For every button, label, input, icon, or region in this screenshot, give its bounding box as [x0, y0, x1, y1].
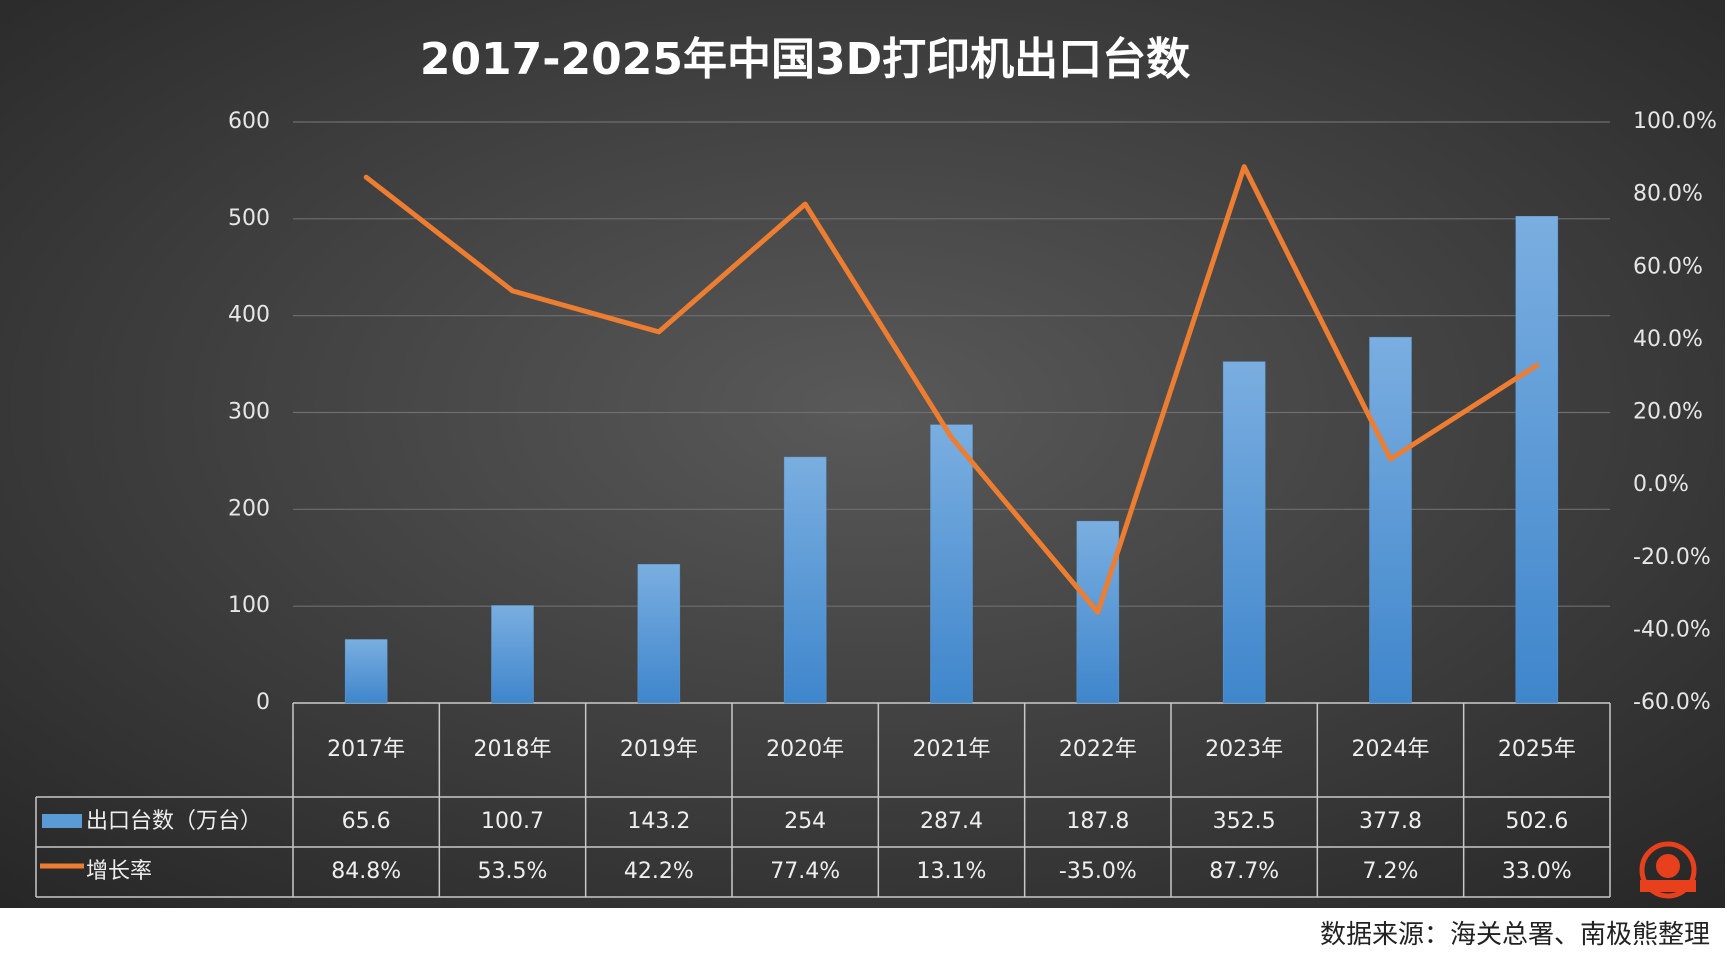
bar [783, 456, 827, 704]
table-value: 7.2% [1363, 859, 1419, 884]
bar [637, 564, 681, 704]
x-tick-label: 2020年 [766, 737, 844, 762]
y2-tick-label: 60.0% [1633, 254, 1703, 279]
table-value: 13.1% [917, 859, 987, 884]
table-value: 87.7% [1209, 859, 1279, 884]
table-value: 143.2 [627, 809, 690, 834]
bar [491, 605, 534, 704]
y-tick-label: 200 [228, 496, 270, 521]
y2-tick-label: -60.0% [1633, 690, 1711, 715]
bar [930, 424, 973, 704]
y2-tick-label: 0.0% [1633, 472, 1689, 497]
x-tick-label: 2024年 [1352, 737, 1430, 762]
table-value: 287.4 [920, 809, 983, 834]
legend-label: 出口台数（万台） [86, 809, 262, 834]
y2-tick-label: 80.0% [1633, 182, 1703, 207]
y2-tick-label: -20.0% [1633, 545, 1711, 570]
table-value: 352.5 [1213, 809, 1276, 834]
y-tick-label: 600 [228, 109, 270, 134]
bar [1222, 361, 1266, 704]
y2-tick-label: 20.0% [1633, 400, 1703, 425]
source-note: 数据来源：海关总署、南极熊整理 [1320, 920, 1710, 950]
table-value: 254 [784, 809, 826, 834]
legend-label: 增长率 [86, 859, 152, 884]
chart-background [0, 0, 1725, 908]
y-tick-label: 0 [256, 690, 270, 715]
x-tick-label: 2018年 [474, 737, 552, 762]
table-value: 65.6 [342, 809, 391, 834]
x-tick-label: 2025年 [1498, 737, 1576, 762]
table-value: 502.6 [1505, 809, 1568, 834]
y-tick-label: 100 [228, 593, 270, 618]
y-tick-label: 300 [228, 400, 270, 425]
table-value: 100.7 [481, 809, 544, 834]
table-value: 53.5% [478, 859, 548, 884]
table-value: -35.0% [1059, 859, 1137, 884]
table-value: 77.4% [770, 859, 840, 884]
bar [344, 639, 388, 704]
x-tick-label: 2022年 [1059, 737, 1137, 762]
legend-swatch [42, 814, 82, 828]
x-tick-label: 2021年 [913, 737, 991, 762]
table-value: 187.8 [1066, 809, 1129, 834]
x-tick-label: 2017年 [327, 737, 405, 762]
y-tick-label: 400 [228, 303, 270, 328]
bar [1369, 336, 1412, 704]
y-tick-label: 500 [228, 206, 270, 231]
table-value: 42.2% [624, 859, 694, 884]
y2-tick-label: 100.0% [1633, 109, 1717, 134]
bar [1515, 216, 1559, 704]
y2-tick-label: 40.0% [1633, 327, 1703, 352]
table-value: 84.8% [331, 859, 401, 884]
line [363, 164, 1540, 615]
bear-logo [1639, 841, 1697, 899]
table-value: 33.0% [1502, 859, 1572, 884]
x-tick-label: 2019年 [620, 737, 698, 762]
y2-tick-label: -40.0% [1633, 617, 1711, 642]
table-value: 377.8 [1359, 809, 1422, 834]
x-tick-label: 2023年 [1205, 737, 1283, 762]
chart-title: 2017-2025年中国3D打印机出口台数 [420, 34, 1190, 85]
